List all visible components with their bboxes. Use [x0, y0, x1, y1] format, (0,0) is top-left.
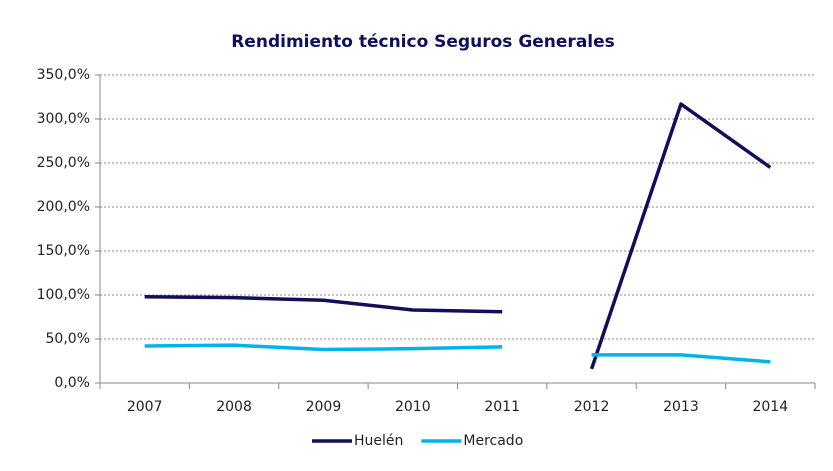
- x-tick-label: 2008: [216, 399, 252, 415]
- y-tick-label: 200,0%: [37, 199, 90, 215]
- y-tick-label: 250,0%: [37, 155, 90, 171]
- chart-title: Rendimiento técnico Seguros Generales: [231, 32, 615, 52]
- y-tick-label: 50,0%: [46, 331, 90, 347]
- x-tick-label: 2012: [574, 399, 610, 415]
- line-series: [144, 102, 772, 370]
- y-tick-label: 350,0%: [37, 67, 90, 83]
- x-tick-label: 2007: [127, 399, 163, 415]
- legend-label: Huelén: [354, 433, 403, 449]
- x-tick-label: 2011: [484, 399, 520, 415]
- y-tick-label: 0,0%: [54, 375, 90, 391]
- x-tick-label: 2010: [395, 399, 431, 415]
- legend-label: Mercado: [463, 433, 523, 449]
- x-tick-label: 2013: [663, 399, 699, 415]
- x-tick-label: 2014: [752, 399, 788, 415]
- y-tick-label: 150,0%: [37, 243, 90, 259]
- y-tick-label: 100,0%: [37, 287, 90, 303]
- y-tick-label: 300,0%: [37, 111, 90, 127]
- x-tick-label: 2009: [306, 399, 342, 415]
- line-series: [144, 343, 771, 364]
